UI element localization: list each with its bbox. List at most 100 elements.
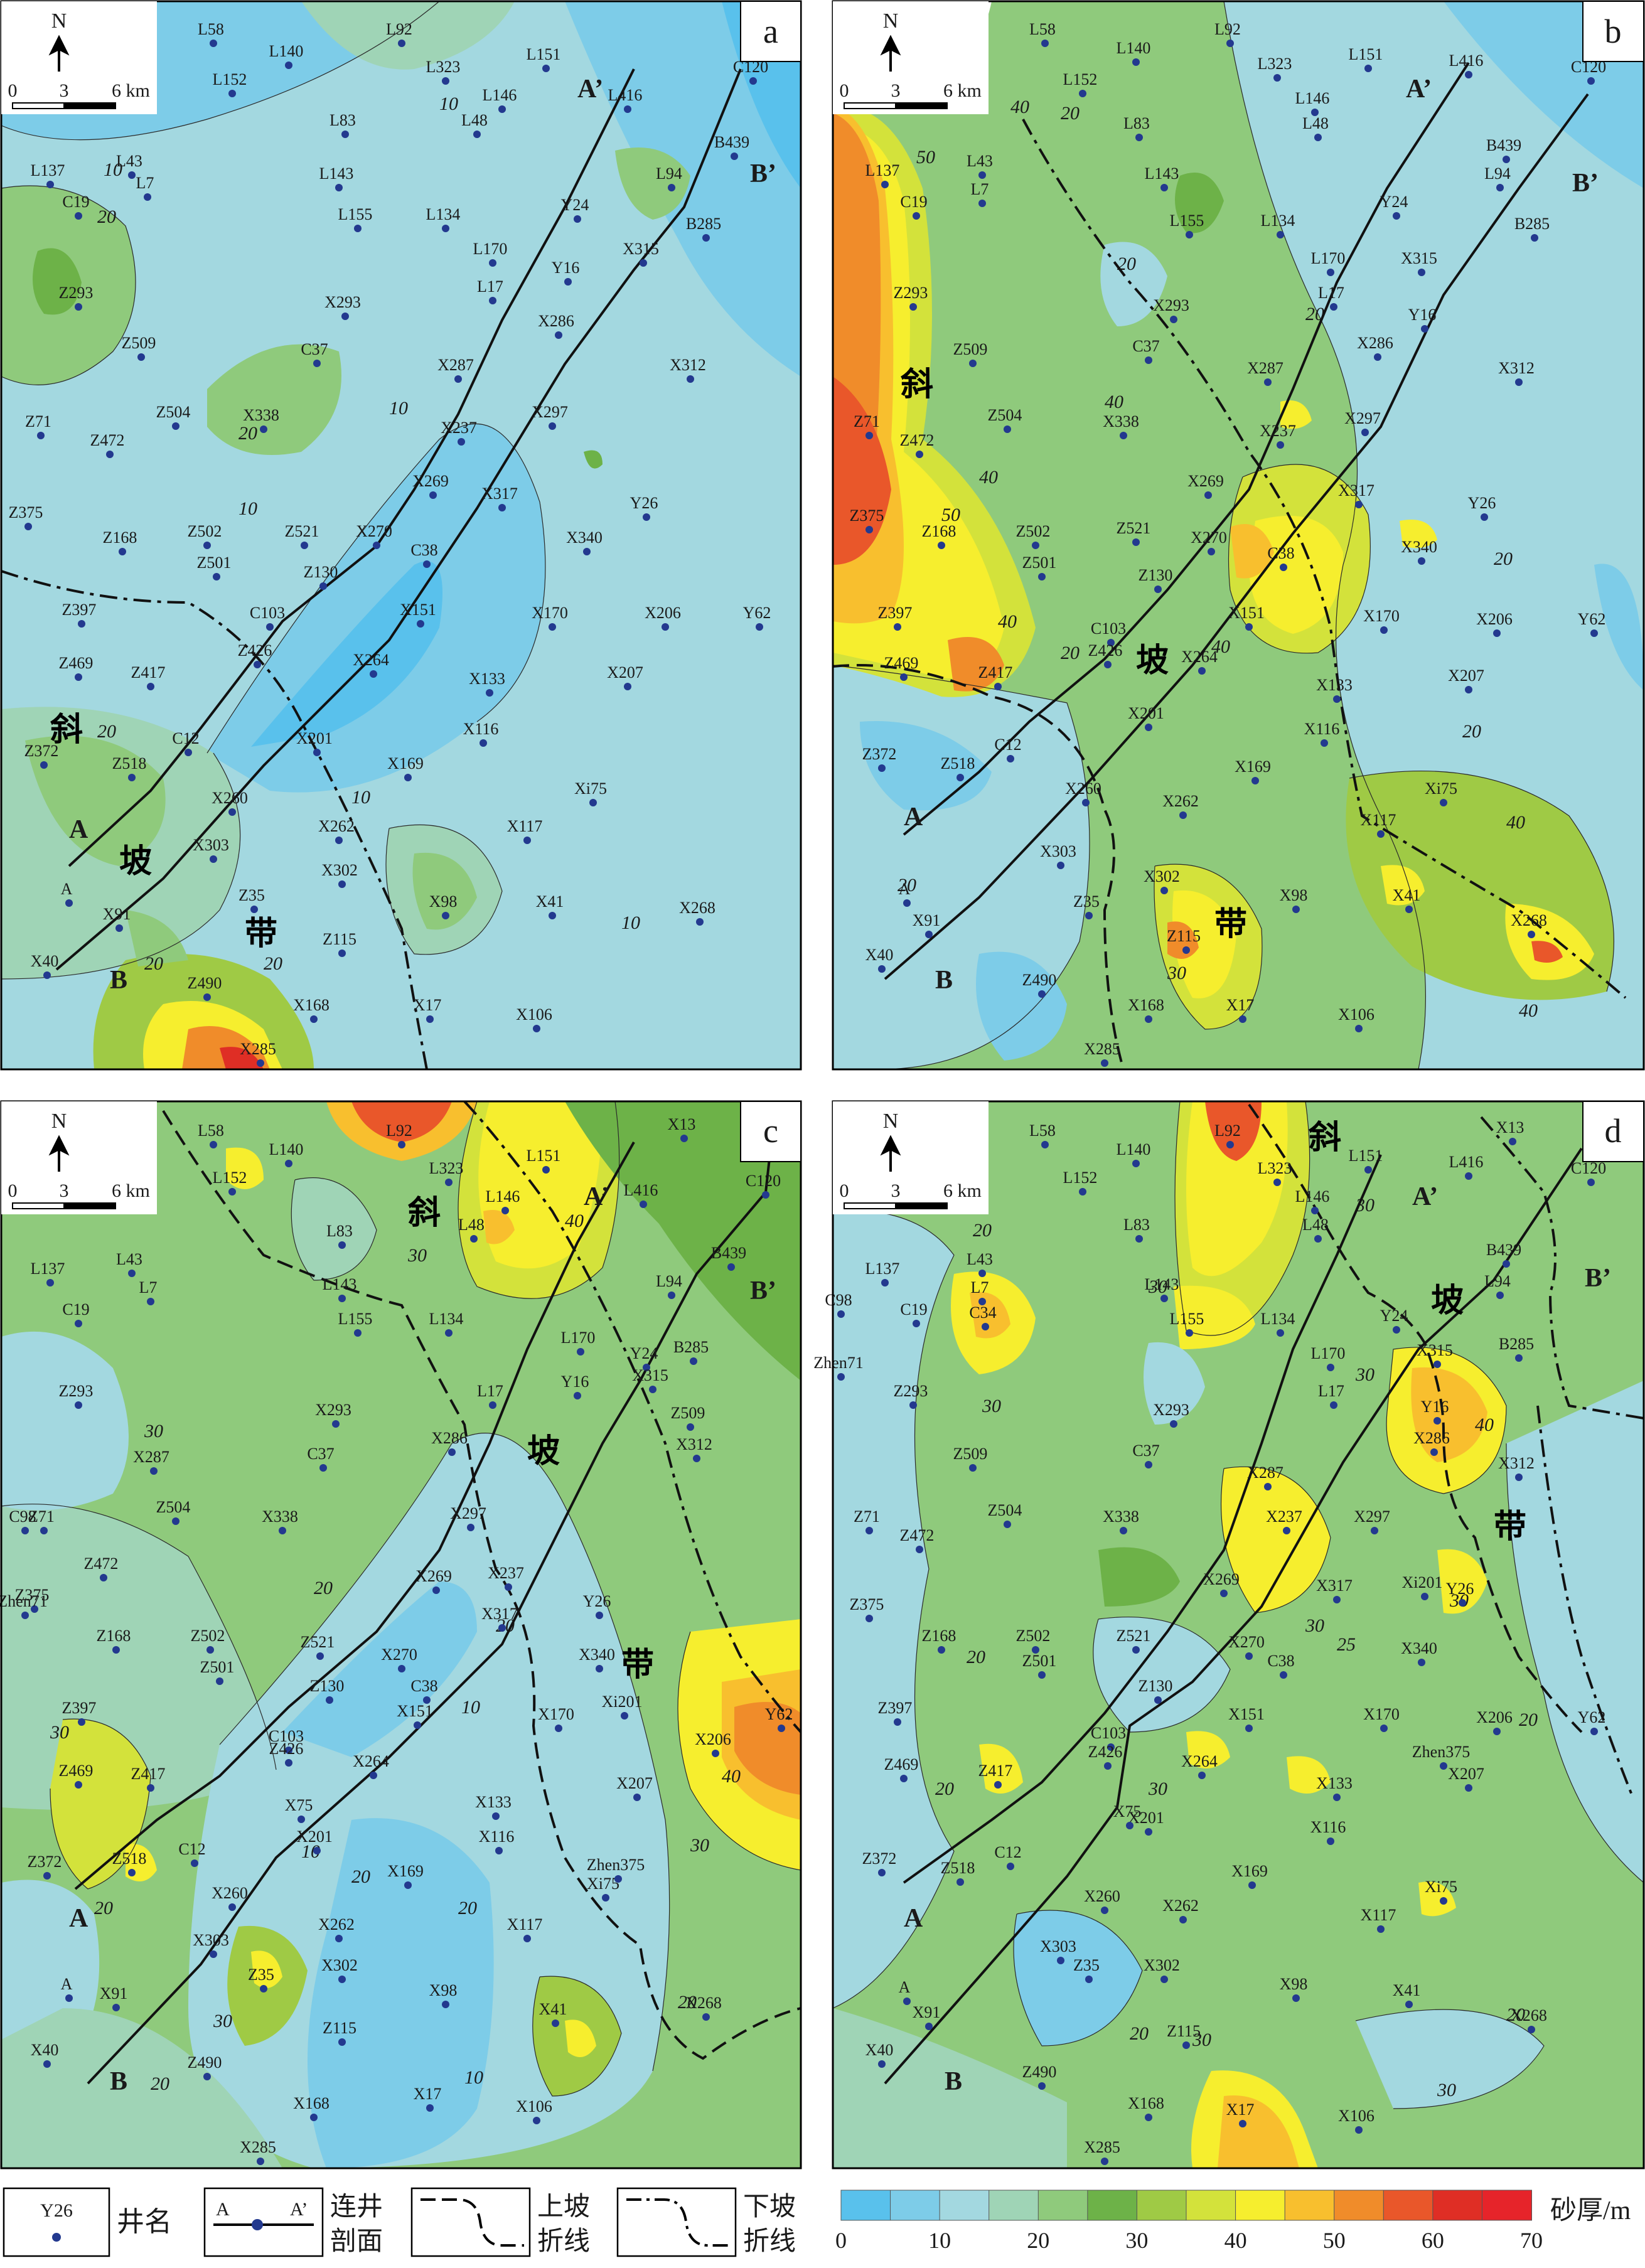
- well-dot[interactable]: [956, 774, 964, 781]
- well-dot[interactable]: [894, 623, 901, 631]
- well-dot[interactable]: [640, 259, 647, 267]
- well-dot[interactable]: [489, 1401, 496, 1409]
- well-dot[interactable]: [1433, 1361, 1441, 1368]
- well-dot[interactable]: [668, 184, 675, 191]
- well-dot[interactable]: [341, 313, 349, 320]
- well-dot[interactable]: [1041, 1141, 1049, 1148]
- well-dot[interactable]: [250, 906, 258, 913]
- well-dot[interactable]: [1245, 1725, 1253, 1732]
- well-dot[interactable]: [213, 573, 220, 580]
- well-dot[interactable]: [916, 1546, 923, 1553]
- well-dot[interactable]: [1226, 40, 1234, 47]
- well-dot[interactable]: [257, 1059, 264, 1067]
- well-dot[interactable]: [668, 1292, 675, 1299]
- well-dot[interactable]: [1280, 564, 1287, 571]
- well-dot[interactable]: [693, 1455, 700, 1462]
- well-dot[interactable]: [712, 1750, 719, 1757]
- well-dot[interactable]: [1380, 626, 1388, 634]
- well-dot[interactable]: [1101, 2158, 1108, 2165]
- well-dot[interactable]: [147, 1784, 154, 1792]
- well-dot[interactable]: [1248, 1881, 1256, 1889]
- well-dot[interactable]: [1264, 1483, 1272, 1490]
- well-dot[interactable]: [837, 1310, 845, 1318]
- well-dot[interactable]: [128, 1869, 136, 1876]
- well-dot[interactable]: [1330, 303, 1337, 311]
- well-dot[interactable]: [1079, 1188, 1086, 1196]
- well-dot[interactable]: [1038, 1671, 1046, 1679]
- well-dot[interactable]: [1038, 2082, 1046, 2090]
- well-dot[interactable]: [297, 1816, 305, 1823]
- well-dot[interactable]: [1405, 906, 1413, 913]
- well-dot[interactable]: [596, 1612, 603, 1619]
- well-dot[interactable]: [137, 353, 145, 361]
- well-dot[interactable]: [1154, 1696, 1162, 1704]
- well-dot[interactable]: [128, 1270, 136, 1277]
- well-dot[interactable]: [903, 1998, 911, 2005]
- well-dot[interactable]: [1004, 425, 1011, 433]
- well-dot[interactable]: [128, 774, 136, 781]
- well-dot[interactable]: [228, 1188, 236, 1196]
- well-dot[interactable]: [1245, 623, 1253, 631]
- well-dot[interactable]: [37, 432, 45, 439]
- well-dot[interactable]: [43, 1872, 51, 1880]
- well-dot[interactable]: [549, 912, 556, 919]
- well-dot[interactable]: [1355, 1025, 1363, 1032]
- well-dot[interactable]: [65, 899, 73, 907]
- well-dot[interactable]: [925, 931, 933, 938]
- well-dot[interactable]: [649, 1386, 656, 1393]
- well-dot[interactable]: [470, 1235, 478, 1243]
- well-dot[interactable]: [778, 1725, 785, 1732]
- well-dot[interactable]: [172, 422, 180, 430]
- well-dot[interactable]: [1587, 77, 1595, 85]
- well-dot[interactable]: [489, 259, 496, 267]
- well-dot[interactable]: [498, 504, 506, 511]
- well-dot[interactable]: [147, 1298, 154, 1305]
- well-dot[interactable]: [574, 215, 581, 223]
- well-dot[interactable]: [1465, 686, 1472, 693]
- well-dot[interactable]: [1032, 542, 1039, 549]
- well-dot[interactable]: [1220, 1590, 1228, 1597]
- well-dot[interactable]: [727, 1263, 735, 1271]
- well-dot[interactable]: [938, 1646, 945, 1654]
- well-dot[interactable]: [1145, 1015, 1152, 1023]
- well-dot[interactable]: [982, 1323, 989, 1330]
- well-dot[interactable]: [900, 673, 908, 681]
- well-dot[interactable]: [335, 1935, 343, 1942]
- well-dot[interactable]: [498, 105, 506, 113]
- well-dot[interactable]: [43, 2060, 51, 2068]
- well-dot[interactable]: [206, 1646, 214, 1654]
- well-dot[interactable]: [1135, 134, 1143, 141]
- well-dot[interactable]: [398, 40, 405, 47]
- well-dot[interactable]: [1085, 912, 1093, 919]
- well-dot[interactable]: [574, 1392, 581, 1399]
- well-dot[interactable]: [505, 1583, 512, 1591]
- well-dot[interactable]: [119, 548, 126, 555]
- well-dot[interactable]: [128, 171, 136, 179]
- well-dot[interactable]: [1292, 1994, 1300, 2002]
- well-dot[interactable]: [696, 918, 704, 926]
- well-dot[interactable]: [1226, 1141, 1234, 1148]
- well-dot[interactable]: [147, 683, 154, 690]
- well-dot[interactable]: [1509, 1138, 1516, 1145]
- well-dot[interactable]: [313, 1847, 321, 1854]
- well-dot[interactable]: [338, 949, 346, 957]
- well-dot[interactable]: [1107, 639, 1115, 646]
- well-dot[interactable]: [426, 1015, 434, 1023]
- well-dot[interactable]: [1421, 325, 1428, 333]
- well-dot[interactable]: [1160, 1976, 1168, 1983]
- well-dot[interactable]: [1160, 184, 1168, 191]
- well-dot[interactable]: [1145, 2114, 1152, 2121]
- well-dot[interactable]: [1421, 1593, 1428, 1600]
- well-dot[interactable]: [1160, 887, 1168, 894]
- well-dot[interactable]: [150, 1467, 158, 1475]
- well-dot[interactable]: [279, 1527, 286, 1534]
- well-dot[interactable]: [310, 1015, 318, 1023]
- well-dot[interactable]: [203, 2073, 211, 2080]
- well-dot[interactable]: [756, 623, 763, 631]
- well-dot[interactable]: [1314, 1235, 1322, 1243]
- well-dot[interactable]: [266, 623, 274, 631]
- well-dot[interactable]: [1041, 40, 1049, 47]
- well-dot[interactable]: [1182, 946, 1190, 954]
- well-dot[interactable]: [903, 899, 911, 907]
- well-dot[interactable]: [228, 808, 236, 816]
